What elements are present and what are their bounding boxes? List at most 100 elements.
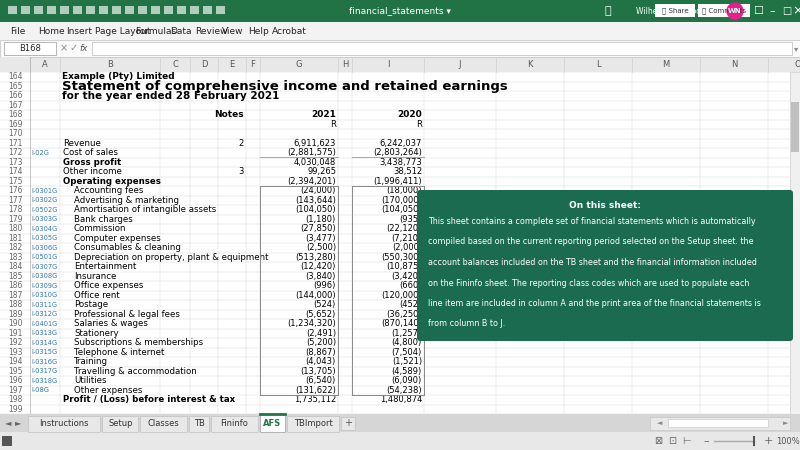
Text: TBImport: TBImport: [294, 418, 332, 427]
Text: 191: 191: [8, 329, 22, 338]
Bar: [668, 419, 768, 427]
Bar: [4, 42, 56, 55]
Bar: [177, 6, 186, 14]
Text: I-0301G: I-0301G: [31, 188, 57, 194]
Text: (27,850): (27,850): [300, 224, 336, 233]
Bar: [190, 6, 199, 14]
Text: +: +: [344, 418, 352, 428]
Text: Profit / (Loss) before interest & tax: Profit / (Loss) before interest & tax: [63, 395, 235, 404]
Text: 183: 183: [8, 253, 22, 262]
Text: 193: 193: [8, 348, 22, 357]
Text: 198: 198: [8, 395, 22, 404]
Bar: [141, 416, 187, 432]
Text: Salaries & wages: Salaries & wages: [74, 319, 148, 328]
Text: H: H: [342, 60, 348, 69]
Text: 195: 195: [8, 367, 22, 376]
Text: I-0303G: I-0303G: [31, 216, 57, 222]
Bar: [341, 417, 355, 430]
Text: 175: 175: [8, 177, 22, 186]
Text: This sheet contains a complete set of financial statements which is automaticall: This sheet contains a complete set of fi…: [428, 217, 756, 226]
Text: from column B to J.: from column B to J.: [428, 320, 506, 328]
Bar: [0, 22, 800, 40]
Bar: [86, 6, 95, 14]
Bar: [112, 6, 121, 14]
Text: (2,881,575): (2,881,575): [287, 148, 336, 157]
Bar: [34, 6, 43, 14]
Text: Consumables & cleaning: Consumables & cleaning: [74, 243, 181, 252]
Text: I-02G: I-02G: [31, 150, 49, 156]
Text: (3,420): (3,420): [392, 272, 422, 281]
Text: ▾: ▾: [794, 44, 798, 53]
Text: Instructions: Instructions: [39, 418, 89, 427]
Text: Data: Data: [170, 27, 191, 36]
Text: (3,477): (3,477): [306, 234, 336, 243]
Text: –: –: [769, 6, 775, 16]
Text: Classes: Classes: [148, 418, 179, 427]
Bar: [21, 6, 30, 14]
Text: ⊠: ⊠: [654, 436, 662, 446]
Text: (13,705): (13,705): [300, 367, 336, 376]
Bar: [259, 414, 286, 432]
Bar: [655, 4, 695, 17]
Text: 1,480,874: 1,480,874: [380, 395, 422, 404]
Text: (36,250): (36,250): [386, 310, 422, 319]
Text: (3,840): (3,840): [306, 272, 336, 281]
Text: I-0312G: I-0312G: [31, 311, 57, 317]
Text: 6,242,037: 6,242,037: [380, 139, 422, 148]
Text: 184: 184: [8, 262, 22, 271]
Text: R: R: [330, 120, 336, 129]
Text: I-0316G: I-0316G: [31, 359, 57, 365]
Text: (550,300): (550,300): [382, 253, 422, 262]
Circle shape: [727, 3, 743, 19]
Text: 188: 188: [8, 300, 22, 309]
Text: Fininfo: Fininfo: [221, 418, 248, 427]
Bar: [0, 72, 790, 414]
Text: (8,867): (8,867): [306, 348, 336, 357]
Text: 4,030,048: 4,030,048: [294, 158, 336, 167]
Text: I-0309G: I-0309G: [31, 283, 57, 289]
Text: (170,000): (170,000): [382, 196, 422, 205]
Text: B: B: [107, 60, 113, 69]
Text: I-0315G: I-0315G: [31, 349, 57, 355]
Bar: [164, 6, 173, 14]
Text: (22,120): (22,120): [386, 224, 422, 233]
Text: N: N: [731, 60, 737, 69]
Text: 2020: 2020: [398, 110, 422, 119]
Text: ◄: ◄: [5, 418, 11, 427]
Text: Accounting fees: Accounting fees: [74, 186, 143, 195]
Text: I-0308G: I-0308G: [31, 273, 58, 279]
Text: (870,140): (870,140): [381, 319, 422, 328]
Text: 177: 177: [8, 196, 22, 205]
Text: 165: 165: [8, 82, 22, 91]
Text: (4,800): (4,800): [392, 338, 422, 347]
Text: Operating expenses: Operating expenses: [63, 177, 161, 186]
Text: 192: 192: [8, 338, 22, 347]
Text: (513,280): (513,280): [295, 253, 336, 262]
Text: Page Layout: Page Layout: [95, 27, 150, 36]
Text: File: File: [10, 27, 26, 36]
Text: (1,180): (1,180): [306, 215, 336, 224]
Text: Cost of sales: Cost of sales: [63, 148, 118, 157]
Text: 187: 187: [8, 291, 22, 300]
Text: I-0314G: I-0314G: [31, 340, 57, 346]
Bar: [151, 6, 160, 14]
Text: Other income: Other income: [63, 167, 122, 176]
Text: (144,000): (144,000): [295, 291, 336, 300]
Text: R: R: [416, 120, 422, 129]
Text: (143,644): (143,644): [295, 196, 336, 205]
Text: 186: 186: [8, 281, 22, 290]
Bar: [0, 57, 800, 72]
Bar: [790, 72, 800, 414]
Text: (1,234,320): (1,234,320): [287, 319, 336, 328]
Text: ►: ►: [783, 420, 789, 426]
Text: (2,803,264): (2,803,264): [373, 148, 422, 157]
Text: 178: 178: [8, 205, 22, 214]
Text: (2,000): (2,000): [392, 243, 422, 252]
Text: 174: 174: [8, 167, 22, 176]
Text: 199: 199: [8, 405, 22, 414]
Text: (104,050): (104,050): [295, 205, 336, 214]
Text: M: M: [662, 60, 670, 69]
Text: (2,491): (2,491): [306, 329, 336, 338]
Text: O: O: [794, 60, 800, 69]
Text: 185: 185: [8, 272, 22, 281]
